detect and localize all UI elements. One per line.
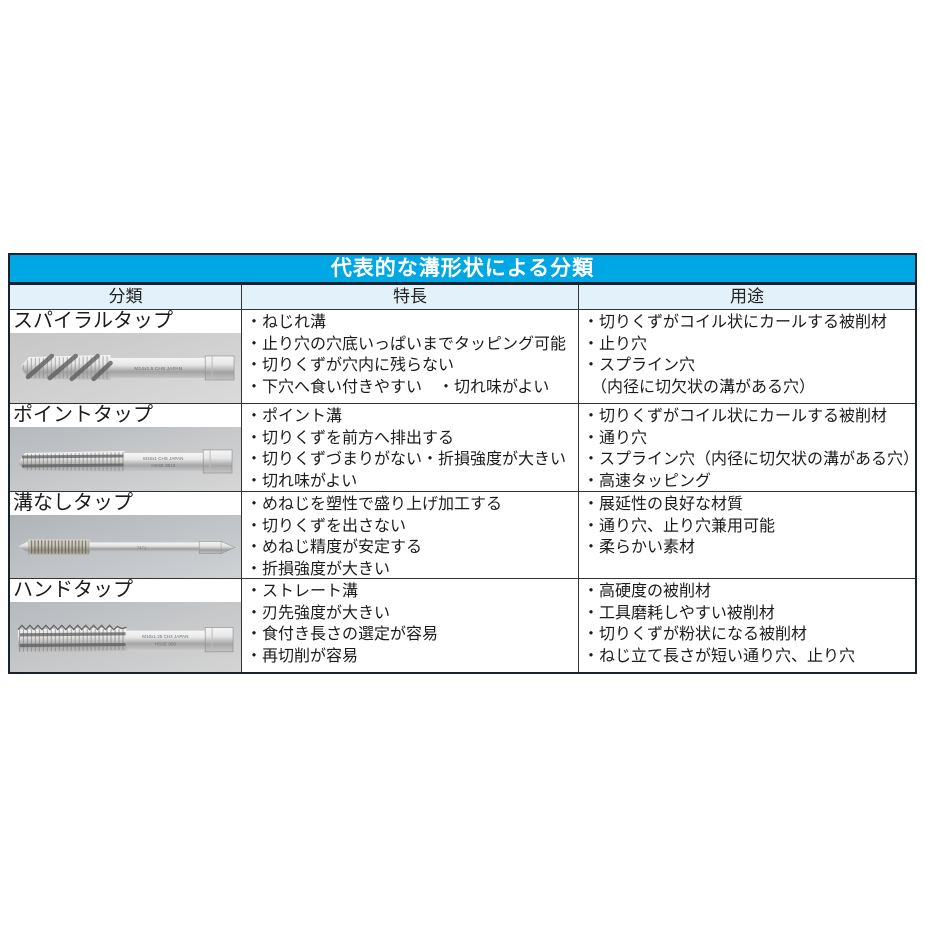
application-line: ・展延性の良好な材質 — [583, 496, 744, 513]
tap-type-label: ポイントタップ — [13, 404, 153, 426]
feature-line: ・止り穴の穴底いっぱいまでタッピング可能 — [246, 335, 567, 353]
application-line: ・切りくずがコイル状にカールする被削材 — [583, 314, 888, 331]
feature-line: ・切れ味がよい — [246, 472, 358, 490]
tap-shank-marking: M10x1.25 CH3 JAPAN — [142, 634, 189, 640]
application-line: ・切りくずが粉状になる被削材 — [583, 626, 808, 643]
classification-cell: ポイントタップ — [10, 404, 242, 491]
application-line: ・高硬度の被削材 — [583, 583, 712, 600]
application-line: ・通り穴 — [583, 429, 648, 447]
header-applications: 用途 — [730, 287, 764, 306]
features-cell: ・ねじれ溝 ・止り穴の穴底いっぱいまでタッピング可能 ・切りくずが穴内に残らない… — [242, 310, 579, 403]
features-cell: ・ポイント溝 ・切りくずを前方へ排出する ・切りくずづまりがない・折損強度が大き… — [242, 404, 579, 491]
features-cell: ・めねじを塑性で盛り上げ加工する ・切りくずを出さない ・めねじ精度が安定する … — [242, 492, 579, 578]
classification-cell: 溝なしタップ — [10, 492, 242, 578]
applications-cell: ・展延性の良好な材質 ・通り穴、止り穴兼用可能 ・柔らかい素材 — [579, 492, 915, 578]
feature-line: ・ポイント溝 — [246, 408, 343, 425]
features-cell: ・ストレート溝 ・刃先強度が大きい ・食付き長さの選定が容易 ・再切削が容易 — [242, 579, 579, 672]
hand-tap-photo: M10x1.25 CH3 JAPAN HSSE 959 — [10, 602, 241, 672]
table-row-fluteless-tap: 溝なしタップ — [10, 492, 915, 579]
header-features: 特長 — [242, 285, 579, 309]
table-header-row: 分類 特長 用途 — [10, 285, 915, 310]
table-row-spiral-tap: スパイラルタップ — [10, 310, 915, 404]
application-line: ・切りくずがコイル状にカールする被削材 — [583, 408, 888, 425]
application-line: ・スプライン穴 — [583, 357, 696, 374]
application-line: ・止り穴 — [583, 335, 648, 353]
feature-line: ・切りくずが穴内に残らない — [246, 357, 455, 374]
applications-cell: ・切りくずがコイル状にカールする被削材 ・通り穴 ・スプライン穴（内径に切欠状の… — [579, 404, 915, 491]
tap-shank-marking-2: HSSE 3513 — [151, 463, 175, 468]
table-row-point-tap: ポイントタップ — [10, 404, 915, 492]
feature-line: ・下穴へ食い付きやすい ・切れ味がよい — [246, 378, 550, 396]
tap-shank-marking: 7471 — [137, 546, 147, 551]
feature-line: ・切りくずづまりがない・折損強度が大きい — [246, 451, 567, 468]
application-line: （内径に切欠状の溝がある穴） — [583, 378, 816, 396]
feature-line: ・切りくずを出さない — [246, 517, 407, 535]
feature-line: ・刃先強度が大きい — [246, 604, 391, 622]
classification-cell: ハンドタップ — [10, 579, 242, 672]
classification-cell: スパイラルタップ — [10, 310, 242, 403]
tap-type-label: 溝なしタップ — [13, 492, 133, 514]
feature-line: ・食付き長さの選定が容易 — [246, 626, 439, 643]
table-row-hand-tap: ハンドタップ — [10, 579, 915, 672]
header-classification: 分類 — [10, 285, 242, 309]
applications-cell: ・切りくずがコイル状にカールする被削材 ・止り穴 ・スプライン穴 （内径に切欠状… — [579, 310, 915, 403]
application-line: ・工具磨耗しやすい被削材 — [583, 604, 775, 622]
application-line: ・柔らかい素材 — [583, 539, 696, 556]
application-line: ・ねじ立て長さが短い通り穴、止り穴 — [583, 647, 856, 665]
fluteless-tap-photo: 7471 — [10, 515, 241, 578]
spiral-tap-photo: M14x1.5 CHS JAPAN — [10, 333, 241, 403]
tap-classification-table: 代表的な溝形状による分類 分類 特長 用途 スパイラルタップ — [8, 253, 917, 674]
application-line: ・通り穴、止り穴兼用可能 — [583, 517, 776, 535]
application-line: ・スプライン穴（内径に切欠状の溝がある穴） — [583, 451, 915, 468]
feature-line: ・めねじを塑性で盛り上げ加工する — [246, 496, 503, 513]
feature-line: ・切りくずを前方へ排出する — [246, 429, 455, 447]
applications-cell: ・高硬度の被削材 ・工具磨耗しやすい被削材 ・切りくずが粉状になる被削材 ・ねじ… — [579, 579, 915, 672]
feature-line: ・めねじ精度が安定する — [246, 539, 423, 556]
application-line: ・高速タッピング — [583, 472, 712, 490]
feature-line: ・折損強度が大きい — [246, 560, 391, 578]
point-tap-photo: M15x1 CHS JAPAN HSSE 3513 — [10, 427, 241, 491]
tap-shank-marking: M14x1.5 CHS JAPAN — [134, 366, 182, 372]
tap-type-label: ハンドタップ — [13, 579, 133, 601]
table-title: 代表的な溝形状による分類 — [10, 255, 915, 285]
feature-line: ・ねじれ溝 — [246, 314, 327, 331]
tap-type-label: スパイラルタップ — [13, 310, 173, 332]
feature-line: ・再切削が容易 — [246, 647, 359, 665]
tap-shank-marking: M15x1 CHS JAPAN — [143, 456, 183, 461]
tap-shank-marking-2: HSSE 959 — [155, 641, 177, 647]
feature-line: ・ストレート溝 — [246, 583, 359, 600]
